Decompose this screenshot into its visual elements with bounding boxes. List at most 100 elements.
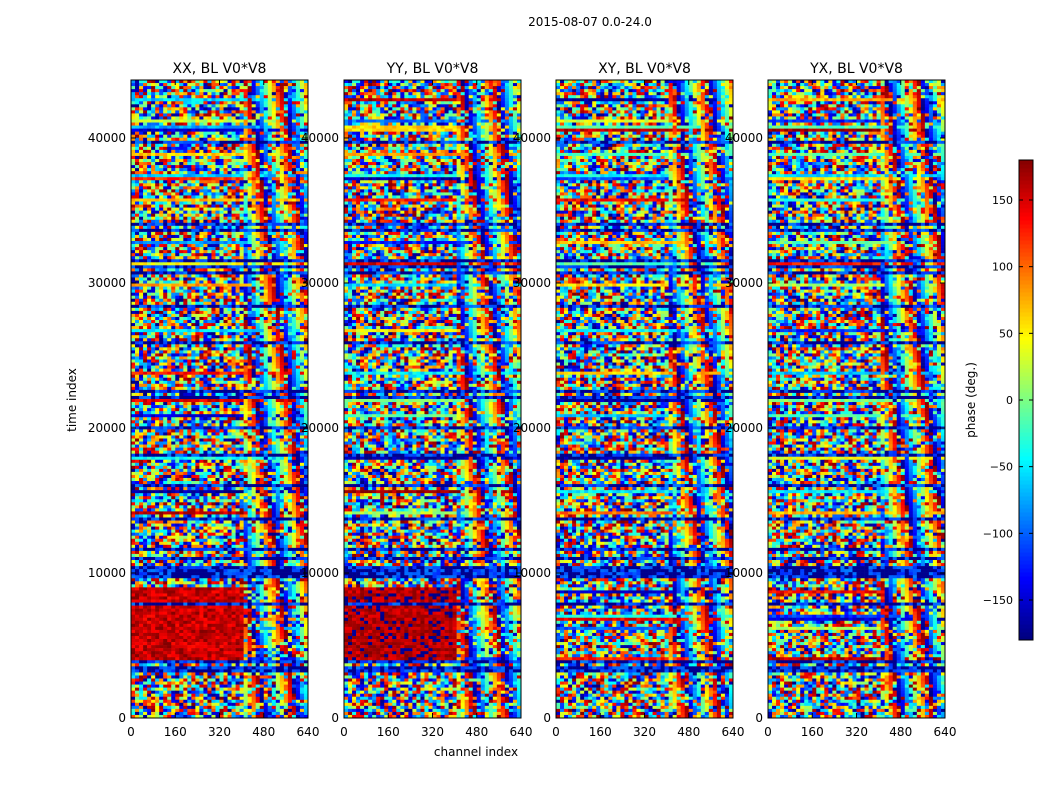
colorbar-segment bbox=[1019, 176, 1033, 181]
colorbar-segment bbox=[1019, 352, 1033, 357]
colorbar-segment bbox=[1019, 188, 1033, 193]
colorbar-segment bbox=[1019, 368, 1033, 373]
colorbar-segment bbox=[1019, 248, 1033, 253]
colorbar-segment bbox=[1019, 584, 1033, 589]
colorbar-segment bbox=[1019, 288, 1033, 293]
heatmap-image-xy bbox=[556, 80, 734, 719]
colorbar-segment bbox=[1019, 540, 1033, 545]
colorbar-segment bbox=[1019, 324, 1033, 329]
colorbar-segment bbox=[1019, 364, 1033, 369]
x-tick-label: 640 bbox=[722, 725, 745, 739]
colorbar-segment bbox=[1019, 480, 1033, 485]
colorbar-segment bbox=[1019, 548, 1033, 553]
colorbar-segment bbox=[1019, 200, 1033, 205]
y-tick-label: 0 bbox=[543, 711, 551, 725]
colorbar-segment bbox=[1019, 380, 1033, 385]
colorbar-segment bbox=[1019, 536, 1033, 541]
colorbar-segment bbox=[1019, 476, 1033, 481]
colorbar-segment bbox=[1019, 192, 1033, 197]
colorbar-segment bbox=[1019, 348, 1033, 353]
colorbar-segment bbox=[1019, 532, 1033, 537]
x-tick-label: 640 bbox=[297, 725, 320, 739]
colorbar-segment bbox=[1019, 592, 1033, 597]
colorbar-segment bbox=[1019, 448, 1033, 453]
x-tick-label: 480 bbox=[252, 725, 275, 739]
colorbar-segment bbox=[1019, 408, 1033, 413]
panel-title-xy: XY, BL V0*V8 bbox=[598, 61, 691, 77]
colorbar-segment bbox=[1019, 576, 1033, 581]
x-tick-label: 160 bbox=[377, 725, 400, 739]
colorbar-segment bbox=[1019, 452, 1033, 457]
colorbar-segment bbox=[1019, 276, 1033, 281]
x-tick-label: 0 bbox=[764, 725, 772, 739]
colorbar-segment bbox=[1019, 296, 1033, 301]
y-tick-label: 30000 bbox=[513, 276, 551, 290]
colorbar-segment bbox=[1019, 472, 1033, 477]
colorbar: −150 −100 −50 0 50 100 150 bbox=[983, 159, 1034, 641]
colorbar-segment bbox=[1019, 496, 1033, 501]
panel-xy: XY, BL V0*V8 0 160 320 480 640 0 10000 20000 3000… bbox=[513, 61, 745, 739]
colorbar-segment bbox=[1019, 232, 1033, 237]
y-tick-label: 0 bbox=[331, 711, 339, 725]
colorbar-segment bbox=[1019, 616, 1033, 621]
colorbar-segment bbox=[1019, 556, 1033, 561]
colorbar-segment bbox=[1019, 272, 1033, 277]
colorbar-segment bbox=[1019, 436, 1033, 441]
colorbar-segment bbox=[1019, 376, 1033, 381]
colorbar-segment bbox=[1019, 220, 1033, 225]
colorbar-segment bbox=[1019, 516, 1033, 521]
colorbar-segment bbox=[1019, 168, 1033, 173]
colorbar-segment bbox=[1019, 628, 1033, 633]
y-tick-label: 30000 bbox=[725, 276, 763, 290]
colorbar-label: phase (deg.) bbox=[964, 362, 978, 438]
colorbar-segment bbox=[1019, 224, 1033, 229]
colorbar-segment bbox=[1019, 428, 1033, 433]
colorbar-segment bbox=[1019, 388, 1033, 393]
colorbar-segment bbox=[1019, 240, 1033, 245]
colorbar-segment bbox=[1019, 596, 1033, 601]
colorbar-segment bbox=[1019, 264, 1033, 269]
figure-suptitle: 2015-08-07 0.0-24.0 bbox=[0, 15, 1050, 29]
heatmap-image-yy bbox=[344, 80, 522, 719]
colorbar-segment bbox=[1019, 400, 1033, 405]
colorbar-segment bbox=[1019, 300, 1033, 305]
colorbar-segment bbox=[1019, 524, 1033, 529]
colorbar-segment bbox=[1019, 252, 1033, 257]
colorbar-segment bbox=[1019, 160, 1033, 165]
colorbar-segment bbox=[1019, 216, 1033, 221]
colorbar-segment bbox=[1019, 268, 1033, 273]
panel-xx: XX, BL V0*V8 0 160 320 480 640 0 10000 20000 3000… bbox=[88, 61, 320, 739]
colorbar-segment bbox=[1019, 544, 1033, 549]
x-tick-label: 480 bbox=[465, 725, 488, 739]
heatmap-image-yx bbox=[768, 80, 946, 719]
colorbar-segment bbox=[1019, 420, 1033, 425]
x-tick-label: 640 bbox=[934, 725, 957, 739]
y-tick-label: 0 bbox=[118, 711, 126, 725]
colorbar-segment bbox=[1019, 560, 1033, 565]
colorbar-segment bbox=[1019, 488, 1033, 493]
colorbar-segment bbox=[1019, 416, 1033, 421]
y-tick-label: 40000 bbox=[301, 131, 339, 145]
colorbar-segment bbox=[1019, 564, 1033, 569]
x-tick-label: 320 bbox=[421, 725, 444, 739]
colorbar-segment bbox=[1019, 260, 1033, 265]
colorbar-segment bbox=[1019, 484, 1033, 489]
colorbar-segment bbox=[1019, 504, 1033, 509]
colorbar-segment bbox=[1019, 604, 1033, 609]
colorbar-segment bbox=[1019, 280, 1033, 285]
colorbar-tick-label: −150 bbox=[983, 594, 1013, 607]
colorbar-segment bbox=[1019, 404, 1033, 409]
y-tick-label: 20000 bbox=[301, 421, 339, 435]
colorbar-segment bbox=[1019, 512, 1033, 517]
colorbar-segment bbox=[1019, 520, 1033, 525]
y-tick-label: 20000 bbox=[88, 421, 126, 435]
y-axis-label: time index bbox=[65, 368, 79, 432]
x-tick-label: 480 bbox=[677, 725, 700, 739]
colorbar-segment bbox=[1019, 552, 1033, 557]
colorbar-segment bbox=[1019, 620, 1033, 625]
colorbar-segment bbox=[1019, 228, 1033, 233]
colorbar-segment bbox=[1019, 236, 1033, 241]
colorbar-segment bbox=[1019, 608, 1033, 613]
colorbar-segment bbox=[1019, 292, 1033, 297]
colorbar-segment bbox=[1019, 372, 1033, 377]
